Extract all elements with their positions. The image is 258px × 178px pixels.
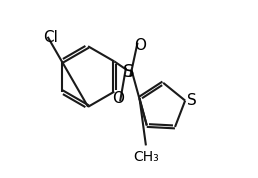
Text: S: S xyxy=(123,63,134,81)
Text: S: S xyxy=(188,93,197,108)
Text: Cl: Cl xyxy=(43,30,58,45)
Text: O: O xyxy=(112,91,124,106)
Text: O: O xyxy=(134,38,146,53)
Text: CH₃: CH₃ xyxy=(133,150,159,164)
